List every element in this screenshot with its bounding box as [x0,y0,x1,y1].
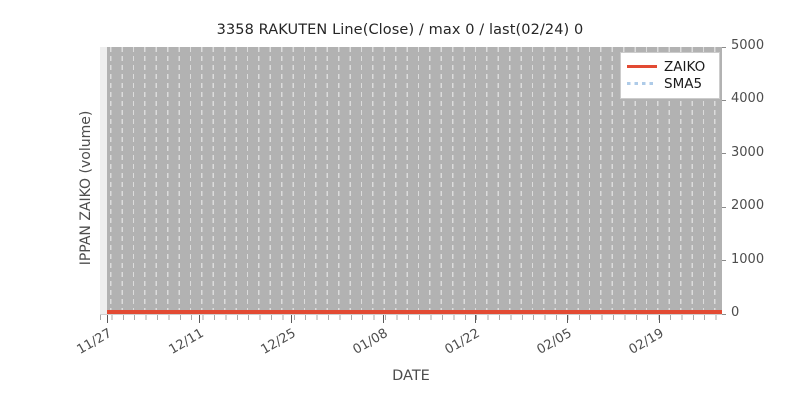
x-tick-label: 01/22 [442,326,483,358]
x-tickmark [383,315,384,323]
x-tick-label: 12/11 [166,326,207,358]
series-line-zaiko [107,310,722,314]
legend-entry-zaiko[interactable]: ZAIKO [627,58,713,75]
y-tickmark [722,260,726,262]
x-tick-label: 12/25 [258,326,299,358]
chart-legend[interactable]: ZAIKO SMA5 [620,52,720,99]
x-axis-minor-ticks [100,315,722,320]
y-tick-label: 2000 [731,198,765,214]
x-tickmark [659,315,660,323]
x-tick-label: 02/19 [626,326,667,358]
y-tickmark [722,206,726,208]
legend-label-zaiko: ZAIKO [664,58,706,75]
legend-entry-sma5[interactable]: SMA5 [627,75,713,92]
y-tick-label: 4000 [731,91,765,107]
x-tick-label: 01/08 [350,326,391,358]
y-tickmark [722,313,726,315]
y-tick-label: 0 [731,305,740,320]
x-tickmark [475,315,476,323]
y-tickmark [722,46,726,48]
y-tickmark [722,153,726,155]
x-axis-spine [100,314,722,315]
y-tick-label: 3000 [731,144,765,160]
y-tickmark [722,99,726,101]
plot-area[interactable] [100,47,722,314]
x-tick-label: 02/05 [534,326,575,358]
legend-swatch-dotted-icon [627,78,657,89]
y-axis-title: IPPAN ZAIKO (volume) [78,110,94,266]
x-tickmark [567,315,568,323]
x-tickmark [291,315,292,323]
y-tick-label: 5000 [731,38,765,53]
x-axis-title: DATE [392,368,430,384]
y-tick-label: 1000 [731,251,765,267]
x-tickmark [199,315,200,323]
vertical-gridlines [100,47,722,314]
legend-label-sma5: SMA5 [664,75,703,92]
chart-title: 3358 RAKUTEN Line(Close) / max 0 / last(… [216,22,584,38]
legend-swatch-solid-icon [627,61,657,72]
x-tickmark [107,315,108,323]
x-tick-label: 11/27 [74,326,115,358]
